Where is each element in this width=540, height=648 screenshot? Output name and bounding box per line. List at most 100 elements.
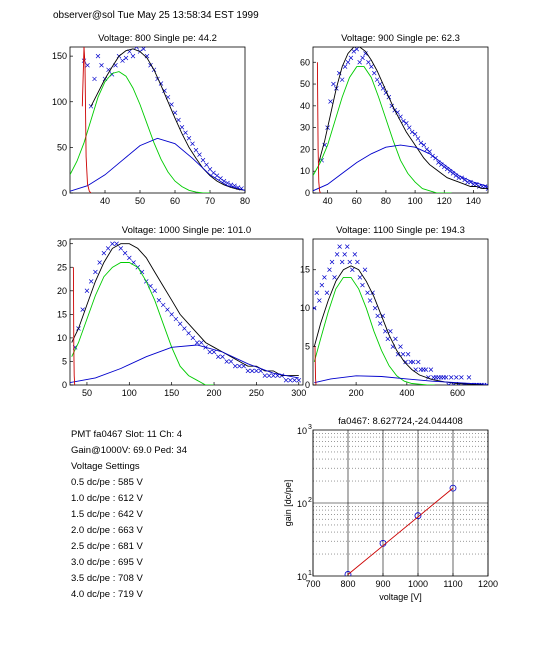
- data-point: [393, 336, 398, 342]
- series-pedestal-line: [316, 62, 321, 193]
- data-point: [88, 279, 94, 284]
- y-tick-exponent: 3: [308, 424, 312, 431]
- y-tick-label: 100: [52, 97, 67, 107]
- x-tick-label: 600: [450, 388, 465, 398]
- data-point: [97, 260, 102, 265]
- x-tick-label: 140: [466, 196, 481, 206]
- data-point: [404, 121, 409, 126]
- settings-title: Voltage Settings: [71, 461, 140, 472]
- data-point: [409, 129, 415, 135]
- chart-4: Voltage: 1100 Single pe: 194.3 200 400 600 0…: [300, 225, 489, 398]
- series-signal-line: [313, 276, 435, 385]
- x-tick-label: 1100: [443, 579, 462, 589]
- data-point: [214, 173, 220, 178]
- data-point: [95, 53, 101, 59]
- setting-item: 1.5 dc/pe : 642 V: [71, 509, 143, 520]
- data-point: [232, 363, 238, 369]
- data-point: [224, 359, 229, 364]
- data-point: [485, 186, 488, 191]
- x-tick-label: 50: [82, 388, 92, 398]
- y-tick-label: 10: [300, 303, 310, 313]
- y-tick-label: 150: [52, 51, 67, 61]
- x-tick-label: 80: [381, 196, 391, 206]
- series-background-line: [314, 375, 483, 385]
- y-tick-label: 25: [57, 262, 67, 272]
- data-point: [360, 55, 365, 61]
- x-tick-label: 400: [399, 388, 414, 398]
- data-point: [351, 49, 357, 54]
- series-background-line: [70, 344, 299, 384]
- data-point: [92, 76, 97, 82]
- setting-item: 1.0 dc/pe : 612 V: [71, 493, 143, 504]
- data-point: [110, 241, 115, 246]
- data-point: [249, 368, 255, 374]
- y-tick-label: 5: [62, 356, 67, 366]
- data-point: [266, 373, 272, 378]
- data-point: [344, 571, 352, 576]
- data-point: [197, 152, 202, 157]
- data-point: [179, 125, 185, 130]
- data-point: [319, 282, 325, 288]
- data-point: [412, 131, 418, 137]
- y-tick-label: 50: [300, 79, 310, 89]
- data-point: [372, 305, 378, 311]
- data-point: [424, 147, 429, 152]
- data-point: [328, 99, 333, 104]
- setting-item: 2.5 dc/pe : 681 V: [71, 541, 143, 552]
- y-tick-label: 0: [62, 380, 67, 390]
- chart-title: Voltage: 1000 Single pe: 101.0: [122, 225, 251, 236]
- data-point: [176, 117, 181, 123]
- y-tick-label: 30: [300, 123, 310, 133]
- x-tick-label: 700: [305, 579, 320, 589]
- data-point: [288, 378, 293, 383]
- data-point: [347, 259, 353, 265]
- data-point: [199, 340, 204, 345]
- data-point: [327, 267, 332, 272]
- series-pedestal-line: [72, 267, 76, 385]
- data-point: [80, 307, 85, 312]
- data-point: [228, 359, 234, 364]
- data-point: [190, 141, 195, 146]
- series-group: [313, 244, 488, 385]
- x-tick-label: 60: [352, 196, 362, 206]
- y-tick-label: 10: [297, 499, 307, 509]
- y-tick-label: 0: [305, 380, 310, 390]
- setting-item: 4.0 dc/pe : 719 V: [71, 589, 143, 600]
- data-point: [141, 47, 146, 52]
- data-point: [421, 142, 427, 148]
- chart-title: fa0467: 8.627724,-24.044408: [338, 416, 463, 427]
- series-total-line: [71, 243, 299, 377]
- chart-2: Voltage: 900 Single pe: 62.340 60 80 100 120…: [300, 33, 489, 206]
- data-point: [194, 340, 200, 345]
- x-tick-label: 1200: [478, 579, 498, 589]
- y-tick-exponent: 1: [308, 570, 312, 577]
- data-point: [225, 180, 230, 186]
- data-point: [193, 147, 199, 153]
- y-tick-label: 10: [297, 572, 307, 582]
- series-background-line: [70, 137, 245, 192]
- data-point: [375, 313, 380, 319]
- data-point: [398, 344, 403, 349]
- data-point: [122, 250, 128, 256]
- data-point: [186, 136, 192, 141]
- data-point: [342, 252, 347, 257]
- y-tick-label: 20: [57, 286, 67, 296]
- data-point: [156, 297, 162, 303]
- setting-item: 2.0 dc/pe : 663 V: [71, 525, 143, 536]
- data-point: [372, 70, 377, 76]
- y-tick-label: 30: [57, 239, 67, 249]
- series-group: [344, 484, 457, 576]
- data-point: [207, 349, 213, 355]
- x-axis-label: voltage [V]: [379, 592, 422, 602]
- data-point: [165, 307, 170, 312]
- series-signal-line: [313, 66, 452, 193]
- y-tick-label: 10: [57, 333, 67, 343]
- plot-frame: [69, 238, 304, 386]
- data-point: [173, 316, 179, 322]
- plot-frame: [312, 238, 489, 386]
- chart-title: Voltage: 1100 Single pe: 194.3: [336, 225, 465, 236]
- series-signal-line: [71, 262, 214, 385]
- data-point: [186, 330, 191, 336]
- y-axis-label: gain [dc/pe]: [283, 480, 293, 527]
